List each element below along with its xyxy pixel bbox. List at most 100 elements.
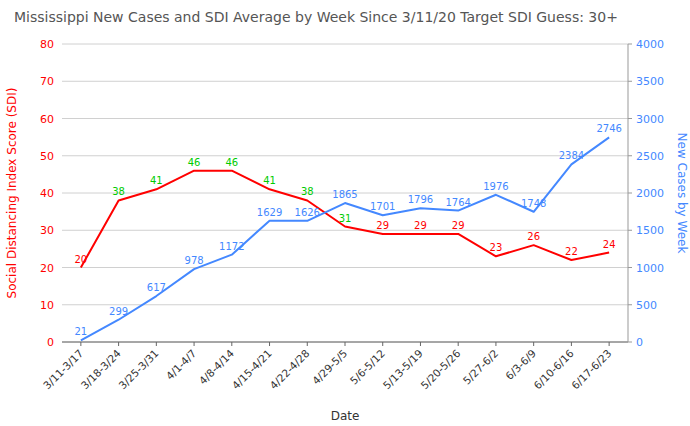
- data-label: 1748: [521, 198, 546, 209]
- x-tick-label: 3/11-3/17: [41, 347, 86, 392]
- y2-tick: [628, 304, 632, 305]
- y-tick-label: 0: [47, 336, 54, 349]
- grid-line: [62, 118, 628, 119]
- y-tick-label: 50: [40, 150, 54, 163]
- y2-tick: [628, 118, 632, 119]
- series-line: [81, 171, 609, 268]
- x-tick-label: 6/3-6/9: [503, 347, 538, 382]
- y2-tick-label: 3000: [636, 113, 664, 126]
- data-label: 29: [414, 220, 427, 231]
- x-tick: [118, 342, 119, 346]
- x-tick-label: 3/18-3/24: [78, 347, 123, 392]
- data-label: 1626: [295, 207, 320, 218]
- y-tick-label: 60: [40, 113, 54, 126]
- data-label: 1172: [219, 241, 244, 252]
- grid-line: [62, 155, 628, 156]
- y-tick-label: 80: [40, 38, 54, 51]
- data-label: 21: [74, 326, 87, 337]
- grid-line: [62, 267, 628, 268]
- data-label: 38: [301, 186, 314, 197]
- x-tick-label: 6/17-6/23: [569, 347, 614, 392]
- data-label: 2384: [559, 150, 584, 161]
- data-label: 41: [263, 175, 276, 186]
- x-tick: [420, 342, 421, 346]
- data-label: 978: [185, 255, 204, 266]
- y2-tick-label: 2500: [636, 150, 664, 163]
- grid-line: [62, 304, 628, 305]
- y2-tick-label: 1500: [636, 224, 664, 237]
- y2-tick: [628, 193, 632, 194]
- y2-tick: [628, 342, 632, 343]
- y-tick-label: 10: [40, 299, 54, 312]
- x-tick: [495, 342, 496, 346]
- y2-tick-label: 4000: [636, 38, 664, 51]
- data-label: 24: [603, 239, 616, 250]
- y-tick-label: 20: [40, 262, 54, 275]
- x-tick: [269, 342, 270, 346]
- data-label: 1764: [445, 197, 470, 208]
- data-label: 299: [109, 306, 128, 317]
- x-tick: [231, 342, 232, 346]
- x-tick-label: 6/10-6/16: [531, 347, 576, 392]
- x-tick-label: 4/15-4/21: [229, 347, 274, 392]
- data-label: 23: [490, 242, 503, 253]
- y2-axis-label: New Cases by Week: [675, 133, 689, 254]
- y2-tick-label: 500: [636, 299, 657, 312]
- data-label: 41: [150, 175, 163, 186]
- title: Mississippi New Cases and SDI Average by…: [14, 9, 618, 25]
- y2-tick: [628, 267, 632, 268]
- x-tick: [194, 342, 195, 346]
- data-label: 31: [339, 213, 352, 224]
- grid-line: [62, 230, 628, 231]
- x-tick-label: 5/27-6/2: [461, 347, 501, 387]
- x-tick: [307, 342, 308, 346]
- data-label: 46: [225, 157, 238, 168]
- data-label: 1796: [408, 194, 433, 205]
- x-tick: [382, 342, 383, 346]
- y2-tick-label: 1000: [636, 262, 664, 275]
- x-tick: [533, 342, 534, 346]
- lines: [81, 137, 609, 340]
- y2-tick-label: 0: [636, 336, 643, 349]
- x-tick-label: 5/20-5/26: [418, 347, 463, 392]
- data-label: 46: [188, 157, 201, 168]
- x-tick: [458, 342, 459, 346]
- grid-line: [62, 81, 628, 82]
- data-label: 22: [565, 246, 578, 257]
- data-label: 1976: [483, 181, 508, 192]
- x-tick: [609, 342, 610, 346]
- data-label: 617: [147, 282, 166, 293]
- x-tick: [80, 342, 81, 346]
- x-tick-label: 4/1-4/7: [163, 347, 198, 382]
- y2-tick-label: 3500: [636, 75, 664, 88]
- y2-tick-label: 2000: [636, 187, 664, 200]
- y2-tick: [628, 230, 632, 231]
- x-tick-label: 3/25-3/31: [116, 347, 161, 392]
- x-tick: [571, 342, 572, 346]
- data-label: 29: [452, 220, 465, 231]
- data-label: 20: [74, 254, 87, 265]
- x-tick-label: 5/13-5/19: [380, 347, 425, 392]
- x-axis-label: Date: [331, 409, 360, 423]
- data-label: 26: [527, 231, 540, 242]
- y2-tick: [628, 81, 632, 82]
- data-labels: 20 38 41 46 46 41 38 31 29 29 29 23 26 22 24 21 299 617 97…: [74, 123, 621, 337]
- x-tick-label: 4/22-4/28: [267, 347, 312, 392]
- data-label: 38: [112, 186, 125, 197]
- data-label: 2746: [596, 123, 621, 134]
- chart: 0 10 20 30 40 50 60 70 80 0 500 1000 1500 2000 2500 300…: [0, 0, 690, 426]
- y-tick-label: 70: [40, 75, 54, 88]
- y-tick-label: 30: [40, 224, 54, 237]
- data-label: 1629: [257, 207, 282, 218]
- x-tick: [156, 342, 157, 346]
- y-tick-label: 40: [40, 187, 54, 200]
- x-tick-label: 4/29-5/5: [310, 347, 350, 387]
- y2-tick: [628, 155, 632, 156]
- y2-tick: [628, 44, 632, 45]
- x-tick: [345, 342, 346, 346]
- data-label: 29: [376, 220, 389, 231]
- series-line: [81, 137, 609, 340]
- y-axis-label: Social Distancing Index Score (SDI): [5, 88, 19, 299]
- data-label: 1865: [332, 189, 357, 200]
- grid: [62, 44, 628, 342]
